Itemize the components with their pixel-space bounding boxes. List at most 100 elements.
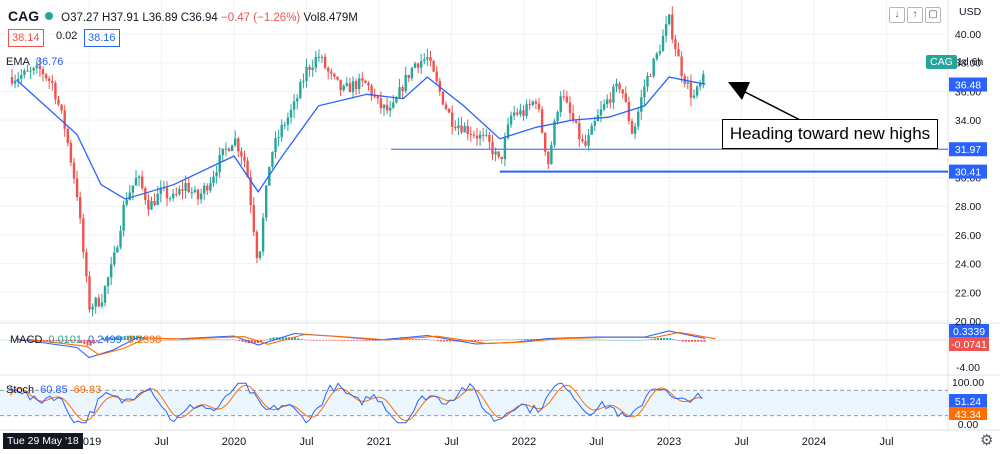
candle-body <box>178 189 181 195</box>
macd-hist-bar <box>607 339 610 341</box>
candle-body <box>420 60 423 68</box>
macd-hist-bar <box>563 339 566 341</box>
time-tick-label: 2020 <box>222 436 246 448</box>
buy-price-button[interactable]: 38.16 <box>84 29 120 47</box>
candle-body <box>491 141 494 155</box>
candle-body <box>13 80 17 84</box>
stoch-legend[interactable]: Stoch 60.85 69.83 <box>6 384 101 396</box>
ohlc-legend: CAG O37.27 H37.91 L36.89 C36.94 −0.47 (−1… <box>8 8 358 24</box>
candle-body <box>612 86 615 103</box>
macd-hist-bar <box>309 340 312 341</box>
arrow-up-icon[interactable]: ↑ <box>907 7 923 23</box>
macd-hist-bar <box>269 338 272 340</box>
macd-hist-bar <box>235 340 238 341</box>
candle-body <box>196 189 200 200</box>
time-axis[interactable]: 2019 Jul 2020 Jul 2021 Jul 2022 Jul 2023 Jul 2024 J… <box>77 436 894 448</box>
macd-hist-bar <box>498 339 501 341</box>
candle-body <box>110 264 113 278</box>
stoch-label: Stoch <box>6 384 35 396</box>
macd-hist-bar <box>18 340 21 341</box>
arrow-down-icon[interactable]: ↓ <box>889 7 905 23</box>
macd-hist-bar <box>229 339 232 341</box>
candle-body <box>165 187 169 199</box>
candle-body <box>240 151 243 157</box>
candle-body <box>575 120 578 123</box>
macd-hist-bar <box>582 339 585 341</box>
macd-hist-bar <box>297 338 300 340</box>
candle-body <box>544 132 547 152</box>
macd-hist-bar <box>700 340 703 342</box>
symbol-label[interactable]: CAG <box>8 8 40 24</box>
macd-hist-bar <box>625 340 628 341</box>
macd-hist-bar <box>585 339 588 341</box>
candle-body <box>283 124 286 126</box>
candle-body <box>454 126 457 129</box>
timeframe-label: 1d 6h <box>957 56 984 68</box>
macd-hist-bar <box>77 340 80 342</box>
gear-icon[interactable]: ⚙ <box>980 432 994 449</box>
candle-body <box>590 125 593 135</box>
macd-hist-bar <box>424 339 427 340</box>
candle-body <box>221 148 224 156</box>
macd-hist-bar <box>402 339 405 340</box>
macd-hist-bar <box>238 340 241 341</box>
candle-body <box>317 56 321 58</box>
macd-hist-bar <box>325 340 328 341</box>
candle-body <box>364 80 367 83</box>
candle-body <box>531 101 534 105</box>
sell-price-button[interactable]: 38.14 <box>8 29 44 47</box>
macd-hist-bar <box>64 340 67 342</box>
candle-body <box>413 63 417 68</box>
candle-body <box>333 73 336 77</box>
candle-body <box>385 104 389 111</box>
ema-legend[interactable]: EMA 36.76 <box>6 56 63 68</box>
candle-body <box>599 109 603 116</box>
candle-body <box>568 102 572 113</box>
macd-hist-bar <box>511 339 514 341</box>
candle-body <box>395 97 398 103</box>
candle-body <box>125 199 128 205</box>
candle-body <box>416 63 420 68</box>
macd-hist-bar <box>322 340 325 341</box>
candle-body <box>606 99 609 105</box>
candle-body <box>38 65 42 70</box>
macd-hist-bar <box>142 337 145 340</box>
maximize-icon[interactable]: ▢ <box>925 7 941 23</box>
macd-hist-bar <box>95 340 98 342</box>
candle-body <box>367 82 370 86</box>
candle-body <box>410 67 414 79</box>
time-tick-label: 2024 <box>802 436 826 448</box>
macd-hist-bar <box>160 340 163 341</box>
candle-body <box>255 231 259 258</box>
candle-body <box>187 183 190 193</box>
candle-body <box>485 134 488 136</box>
price-candles <box>10 6 705 317</box>
candle-body <box>695 86 699 96</box>
macd-hist-bar <box>145 338 148 340</box>
candle-body <box>478 134 482 139</box>
price-axis[interactable]: 20.0022.0024.0026.0028.0030.0032.0034.00… <box>949 29 987 328</box>
candle-body <box>144 188 147 201</box>
candle-body <box>389 107 392 111</box>
candle-body <box>671 14 674 40</box>
currency-label[interactable]: USD <box>959 6 982 18</box>
macd-hist-bar <box>691 340 693 342</box>
macd-hist-bar <box>294 337 297 340</box>
stoch-label-box <box>949 394 987 407</box>
candle-body <box>190 191 193 193</box>
macd-label-box <box>949 324 989 338</box>
candle-body <box>23 70 26 76</box>
candle-body <box>615 83 618 87</box>
annotation-box[interactable]: Heading toward new highs <box>722 119 938 149</box>
macd-hist-bar <box>666 337 669 340</box>
candle-body <box>689 82 693 98</box>
macd-hist-bar <box>591 339 594 341</box>
candle-body <box>280 124 283 137</box>
macd-hist-bar <box>111 337 114 340</box>
macd-hist-bar <box>650 338 653 340</box>
candle-body <box>230 145 234 152</box>
macd-legend[interactable]: MACD 0.0101 0.2499 0.2398 <box>10 334 161 346</box>
arrow-head <box>728 82 750 100</box>
macd-hist-bar <box>598 339 600 341</box>
